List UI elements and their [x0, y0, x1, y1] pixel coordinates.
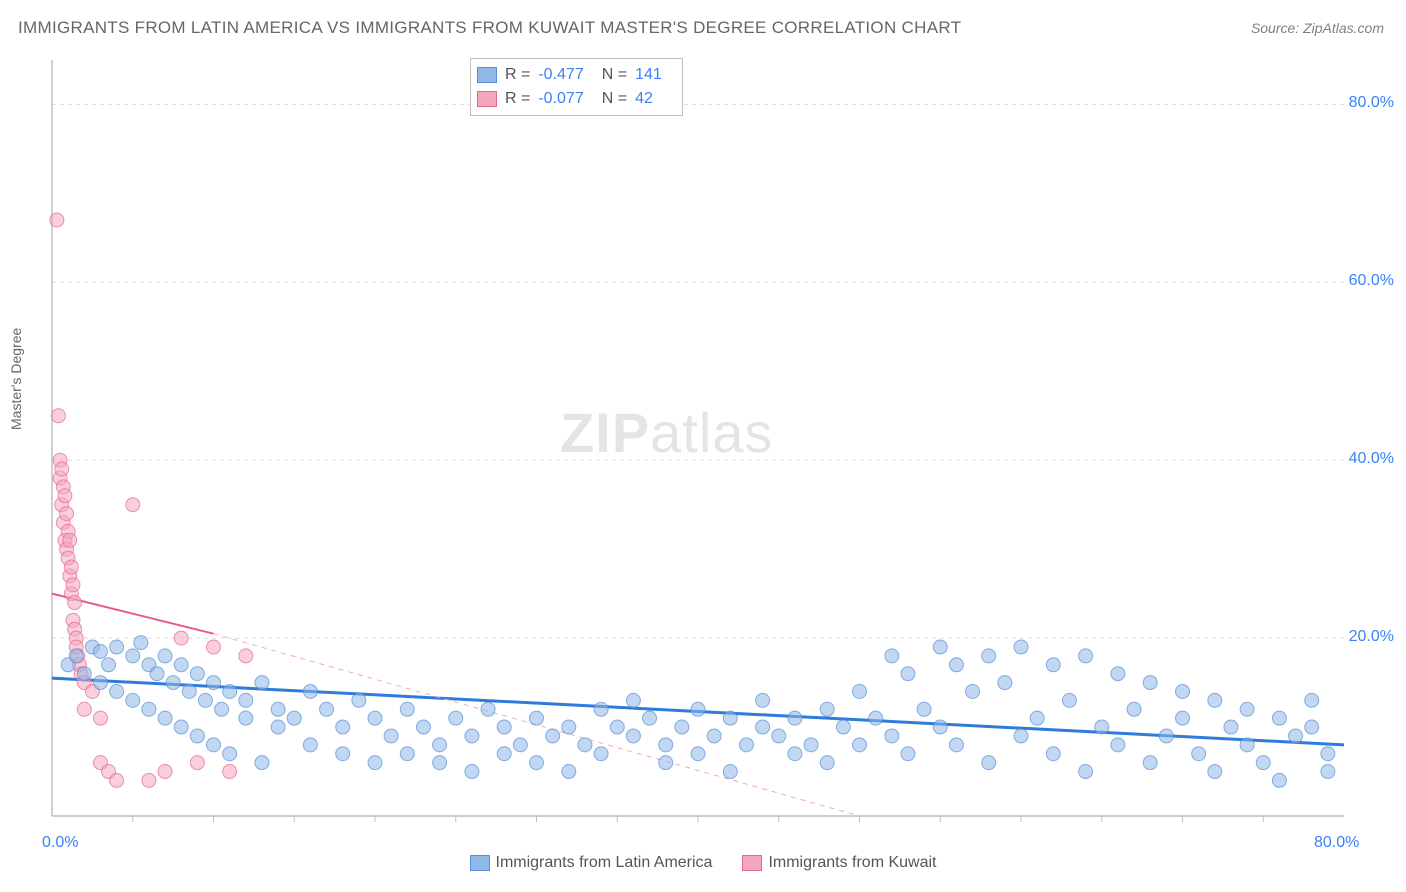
n-value-series2: 42 [635, 90, 653, 108]
stats-row-series2: R = -0.077 N = 42 [477, 87, 672, 111]
n-value-series1: 141 [635, 66, 662, 84]
stats-legend-box: R = -0.477 N = 141 R = -0.077 N = 42 [470, 58, 683, 116]
legend-item-series1: Immigrants from Latin America [470, 854, 713, 872]
stats-row-series1: R = -0.477 N = 141 [477, 63, 672, 87]
legend-label-series1: Immigrants from Latin America [496, 854, 713, 872]
legend-label-series2: Immigrants from Kuwait [768, 854, 936, 872]
bottom-legend: Immigrants from Latin America Immigrants… [0, 854, 1406, 872]
r-value-series2: -0.077 [538, 90, 583, 108]
legend-item-series2: Immigrants from Kuwait [742, 854, 936, 872]
x-tick-label-min: 0.0% [42, 834, 78, 852]
n-label: N = [602, 66, 627, 84]
chart-title: IMMIGRANTS FROM LATIN AMERICA VS IMMIGRA… [18, 18, 961, 38]
chart-plot-area [48, 56, 1378, 826]
chart-svg [48, 56, 1378, 826]
x-tick-label-max: 80.0% [1314, 834, 1359, 852]
r-label: R = [505, 66, 530, 84]
swatch-series1 [477, 67, 497, 83]
y-tick-label: 60.0% [1349, 272, 1394, 290]
y-tick-label: 40.0% [1349, 450, 1394, 468]
r-label: R = [505, 90, 530, 108]
y-tick-label: 20.0% [1349, 628, 1394, 646]
n-label: N = [602, 90, 627, 108]
r-value-series1: -0.477 [538, 66, 583, 84]
swatch-series2 [742, 855, 762, 871]
y-tick-label: 80.0% [1349, 94, 1394, 112]
y-axis-label: Master's Degree [8, 328, 24, 430]
source-attribution: Source: ZipAtlas.com [1251, 20, 1384, 36]
swatch-series1 [470, 855, 490, 871]
swatch-series2 [477, 91, 497, 107]
